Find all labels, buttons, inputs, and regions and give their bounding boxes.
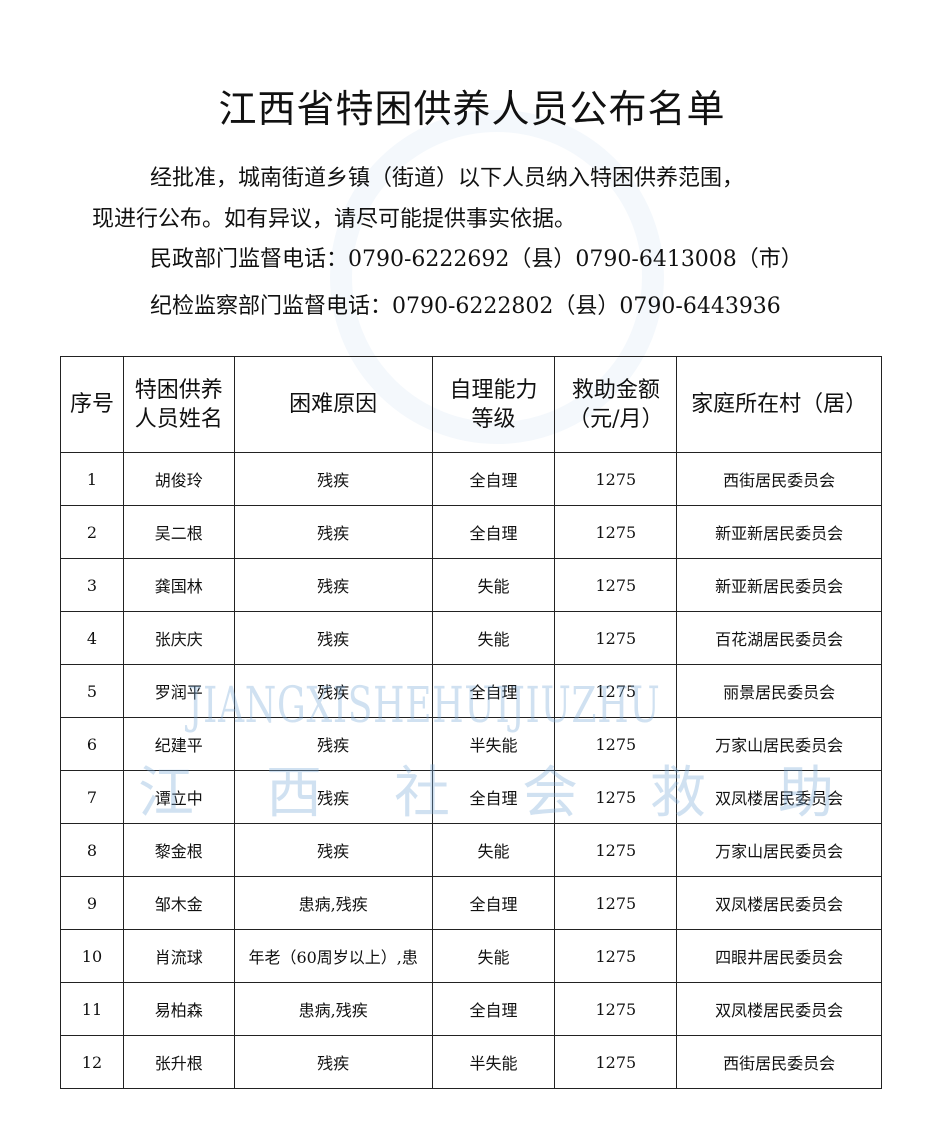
cell-amount: 1275 <box>554 717 678 771</box>
cell-self-care: 半失能 <box>431 717 556 771</box>
cell-self-care: 全自理 <box>431 452 556 506</box>
cell-village: 西街居民委员会 <box>676 1035 882 1089</box>
table-row: 9 邹木金 患病,残疾 全自理 1275 双凤楼居民委员会 <box>60 876 882 930</box>
header-village: 家庭所在村（居） <box>676 356 882 453</box>
cell-amount: 1275 <box>554 505 678 559</box>
cell-amount: 1275 <box>554 611 678 665</box>
cell-name: 吴二根 <box>122 505 235 559</box>
cell-self-care: 全自理 <box>431 505 556 559</box>
cell-village: 双凤楼居民委员会 <box>676 982 882 1036</box>
cell-reason: 残疾 <box>233 452 433 506</box>
cell-name: 罗润平 <box>122 664 235 718</box>
cell-amount: 1275 <box>554 1035 678 1089</box>
cell-amount: 1275 <box>554 452 678 506</box>
cell-name: 邹木金 <box>122 876 235 930</box>
cell-village: 万家山居民委员会 <box>676 717 882 771</box>
cell-name: 谭立中 <box>122 770 235 824</box>
cell-reason: 残疾 <box>233 611 433 665</box>
cell-village: 新亚新居民委员会 <box>676 505 882 559</box>
cell-reason: 患病,残疾 <box>233 982 433 1036</box>
cell-amount: 1275 <box>554 664 678 718</box>
cell-name: 张升根 <box>122 1035 235 1089</box>
header-reason: 困难原因 <box>233 356 433 453</box>
cell-self-care: 失能 <box>431 823 556 877</box>
cell-index: 3 <box>60 558 124 612</box>
cell-self-care: 半失能 <box>431 1035 556 1089</box>
cell-index: 2 <box>60 505 124 559</box>
cell-reason: 残疾 <box>233 558 433 612</box>
table-row: 10 肖流球 年老（60周岁以上）,患 失能 1275 四眼井居民委员会 <box>60 929 882 983</box>
table-row: 12 张升根 残疾 半失能 1275 西街居民委员会 <box>60 1035 882 1089</box>
cell-name: 黎金根 <box>122 823 235 877</box>
cell-name: 胡俊玲 <box>122 452 235 506</box>
cell-self-care: 全自理 <box>431 770 556 824</box>
cell-self-care: 失能 <box>431 929 556 983</box>
cell-self-care: 全自理 <box>431 876 556 930</box>
table-row: 8 黎金根 残疾 失能 1275 万家山居民委员会 <box>60 823 882 877</box>
cell-amount: 1275 <box>554 823 678 877</box>
cell-index: 10 <box>60 929 124 983</box>
cell-village: 双凤楼居民委员会 <box>676 876 882 930</box>
table-row: 5 罗润平 残疾 全自理 1275 丽景居民委员会 <box>60 664 882 718</box>
cell-amount: 1275 <box>554 876 678 930</box>
cell-reason: 残疾 <box>233 823 433 877</box>
cell-village: 丽景居民委员会 <box>676 664 882 718</box>
cell-reason: 残疾 <box>233 664 433 718</box>
cell-index: 11 <box>60 982 124 1036</box>
cell-village: 新亚新居民委员会 <box>676 558 882 612</box>
table-header-row: 序号 特困供养 人员姓名 困难原因 自理能力 等级 救助金额 （元/月） 家庭所在村（… <box>60 356 882 453</box>
cell-village: 百花湖居民委员会 <box>676 611 882 665</box>
cell-name: 肖流球 <box>122 929 235 983</box>
cell-self-care: 失能 <box>431 611 556 665</box>
recipients-table: 序号 特困供养 人员姓名 困难原因 自理能力 等级 救助金额 （元/月） 家庭所在村（… <box>60 356 882 1089</box>
civil-affairs-phone: 民政部门监督电话：0790-6222692（县）0790-6413008（市） <box>150 247 803 272</box>
cell-index: 7 <box>60 770 124 824</box>
cell-reason: 年老（60周岁以上）,患 <box>233 929 433 983</box>
cell-index: 8 <box>60 823 124 877</box>
cell-amount: 1275 <box>554 929 678 983</box>
cell-amount: 1275 <box>554 770 678 824</box>
page-title: 江西省特困供养人员公布名单 <box>218 87 726 131</box>
cell-reason: 患病,残疾 <box>233 876 433 930</box>
header-name: 特困供养 人员姓名 <box>122 356 235 453</box>
cell-village: 四眼井居民委员会 <box>676 929 882 983</box>
intro-line-1: 经批准，城南街道乡镇（街道）以下人员纳入特困供养范围， <box>150 166 745 191</box>
cell-index: 9 <box>60 876 124 930</box>
cell-self-care: 失能 <box>431 558 556 612</box>
cell-village: 万家山居民委员会 <box>676 823 882 877</box>
table-row: 11 易柏森 患病,残疾 全自理 1275 双凤楼居民委员会 <box>60 982 882 1036</box>
cell-name: 纪建平 <box>122 717 235 771</box>
cell-amount: 1275 <box>554 982 678 1036</box>
cell-index: 1 <box>60 452 124 506</box>
cell-index: 6 <box>60 717 124 771</box>
cell-self-care: 全自理 <box>431 664 556 718</box>
table-row: 2 吴二根 残疾 全自理 1275 新亚新居民委员会 <box>60 505 882 559</box>
discipline-phone: 纪检监察部门监督电话：0790-6222802（县）0790-6443936 <box>150 294 781 319</box>
table-row: 4 张庆庆 残疾 失能 1275 百花湖居民委员会 <box>60 611 882 665</box>
header-amount: 救助金额 （元/月） <box>554 356 678 453</box>
cell-name: 张庆庆 <box>122 611 235 665</box>
table-row: 7 谭立中 残疾 全自理 1275 双凤楼居民委员会 <box>60 770 882 824</box>
cell-village: 西街居民委员会 <box>676 452 882 506</box>
header-self-care: 自理能力 等级 <box>431 356 556 453</box>
cell-reason: 残疾 <box>233 505 433 559</box>
cell-reason: 残疾 <box>233 770 433 824</box>
cell-reason: 残疾 <box>233 1035 433 1089</box>
table-row: 1 胡俊玲 残疾 全自理 1275 西街居民委员会 <box>60 452 882 506</box>
table-row: 6 纪建平 残疾 半失能 1275 万家山居民委员会 <box>60 717 882 771</box>
cell-index: 12 <box>60 1035 124 1089</box>
cell-village: 双凤楼居民委员会 <box>676 770 882 824</box>
cell-index: 5 <box>60 664 124 718</box>
cell-name: 易柏森 <box>122 982 235 1036</box>
header-index: 序号 <box>60 356 124 453</box>
cell-self-care: 全自理 <box>431 982 556 1036</box>
cell-reason: 残疾 <box>233 717 433 771</box>
table-row: 3 龚国林 残疾 失能 1275 新亚新居民委员会 <box>60 558 882 612</box>
cell-name: 龚国林 <box>122 558 235 612</box>
intro-line-2: 现进行公布。如有异议，请尽可能提供事实依据。 <box>92 207 577 232</box>
cell-index: 4 <box>60 611 124 665</box>
cell-amount: 1275 <box>554 558 678 612</box>
